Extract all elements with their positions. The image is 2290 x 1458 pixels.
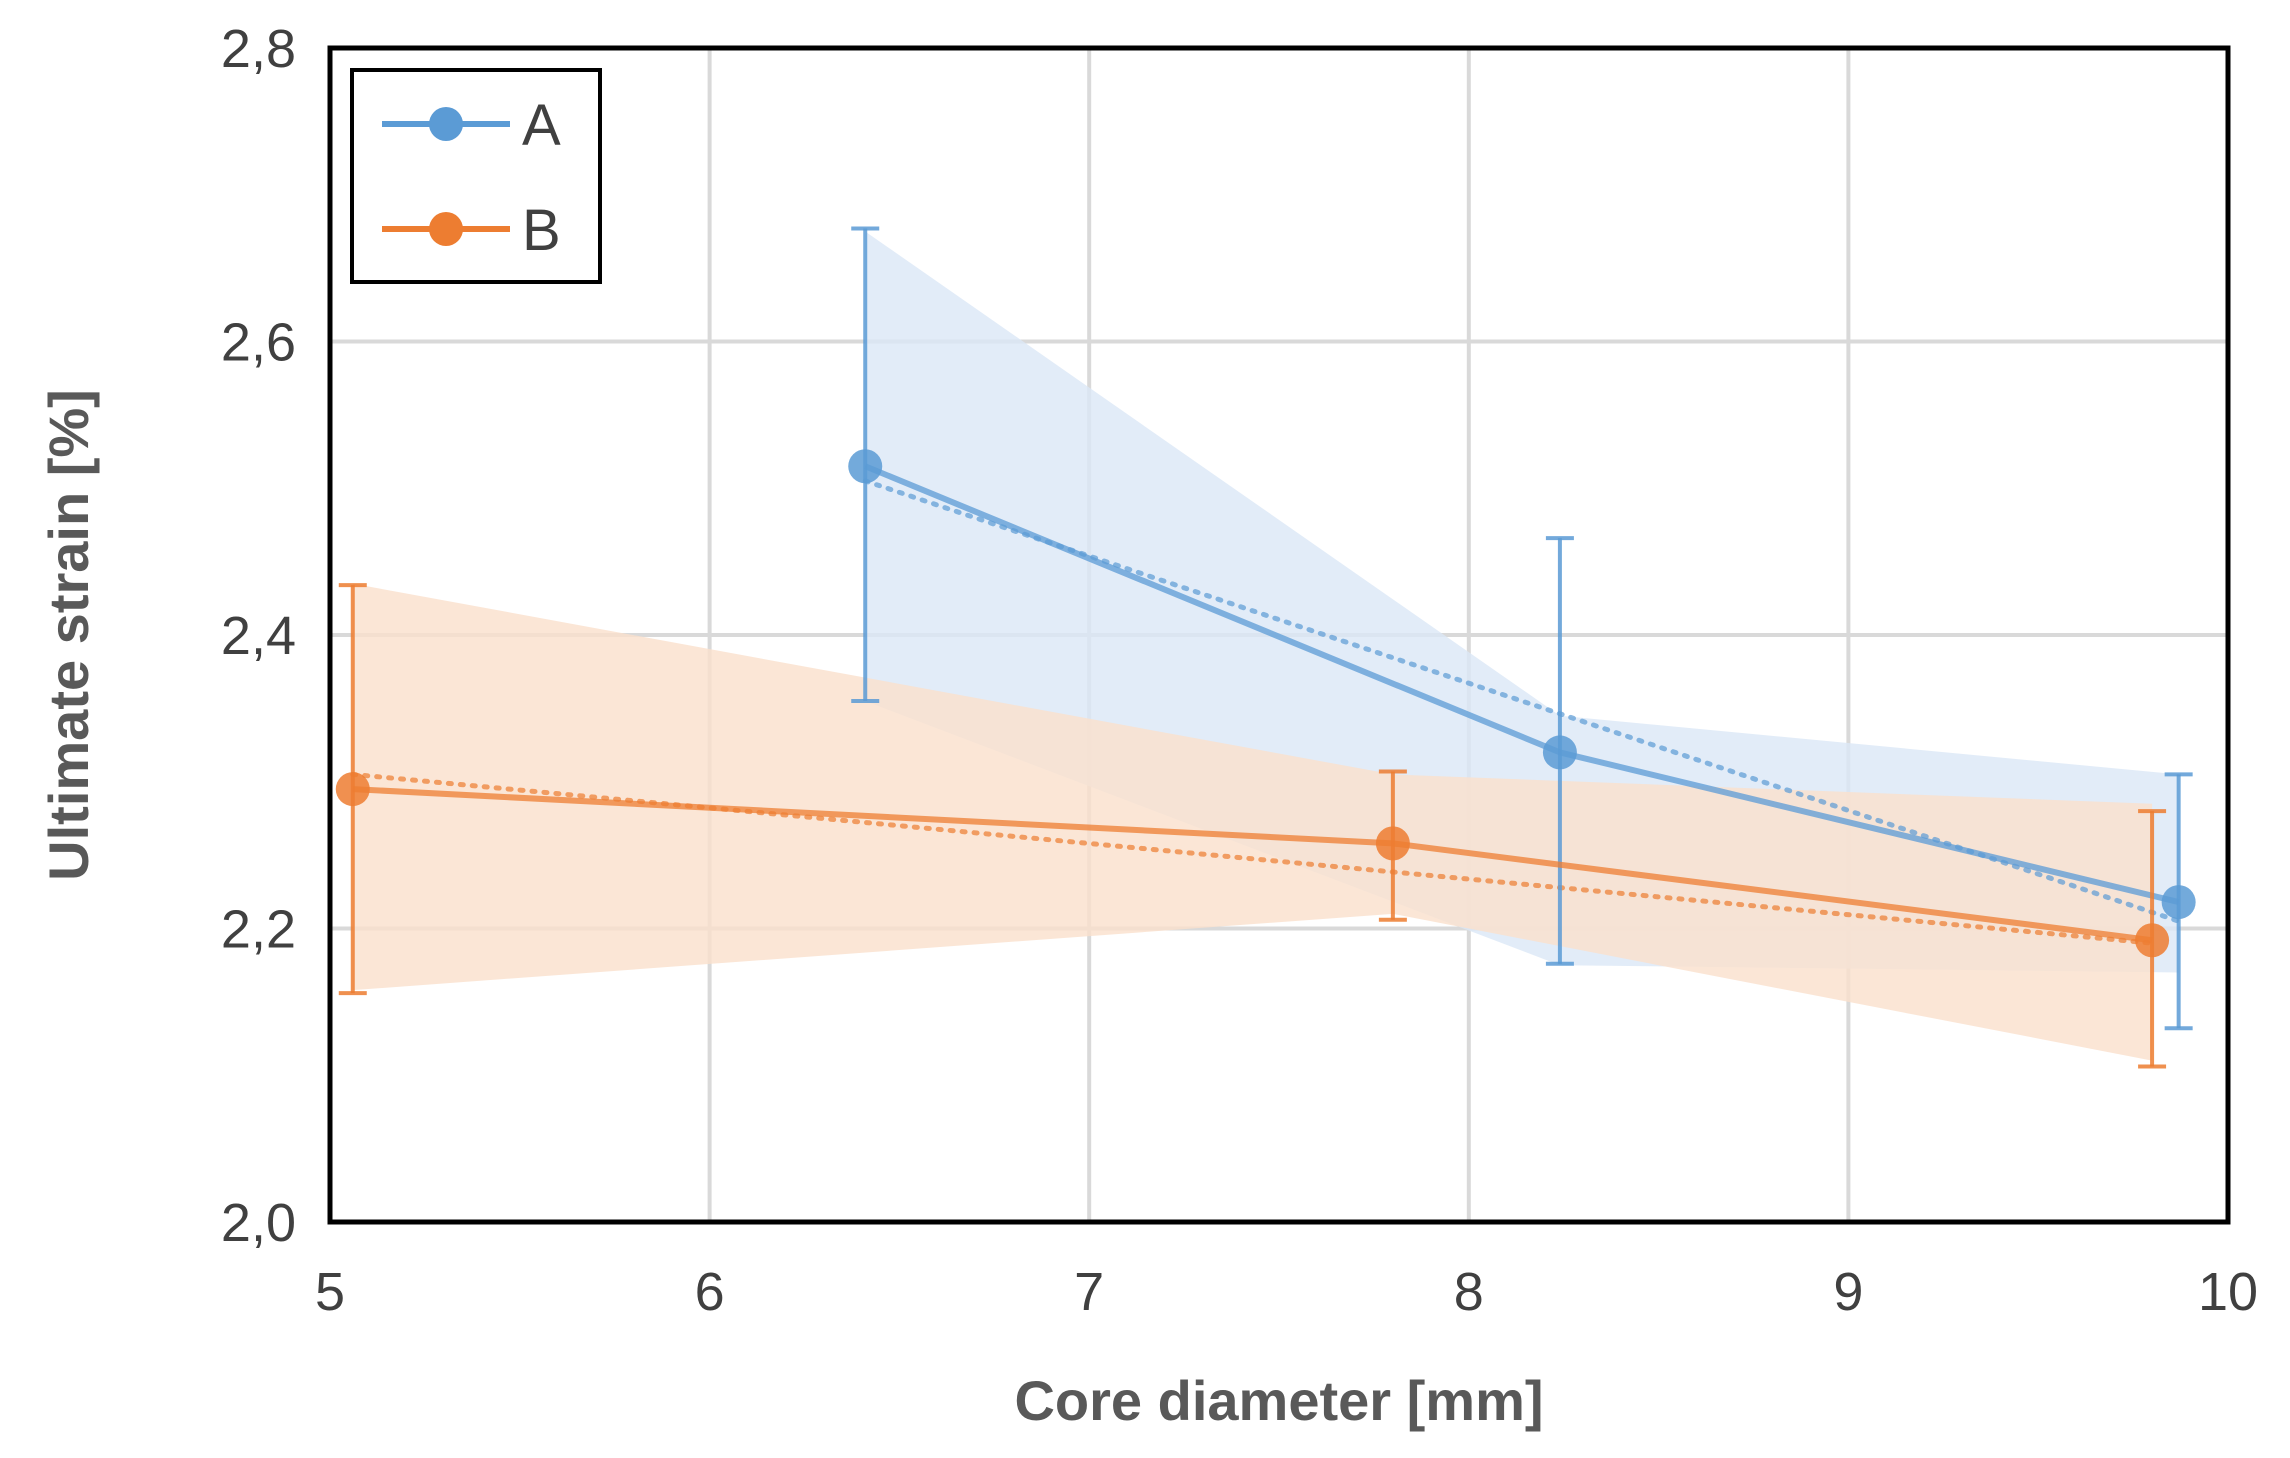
x-tick-label: 7 [1074, 1262, 1104, 1322]
legend-label-b: B [522, 198, 561, 263]
x-tick-label: 8 [1454, 1262, 1484, 1322]
legend: AB [350, 68, 602, 284]
x-tick-label: 10 [2198, 1262, 2258, 1322]
y-tick-label: 2,4 [221, 606, 296, 666]
x-tick-label: 9 [1833, 1262, 1863, 1322]
x-axis-title: Core diameter [mm] [1014, 1369, 1543, 1432]
y-tick-label: 2,0 [221, 1193, 296, 1253]
legend-box [350, 68, 602, 284]
y-tick-label: 2,6 [221, 313, 296, 373]
point-a [2161, 885, 2196, 920]
y-tick-label: 2,2 [221, 900, 296, 960]
legend-marker-a [429, 107, 463, 141]
point-a [848, 449, 883, 484]
plot-frame [327, 45, 2231, 1225]
legend-label-a: A [522, 93, 561, 158]
x-tick-label: 5 [315, 1262, 345, 1322]
legend-marker-b [429, 212, 463, 246]
band-b [352, 583, 2153, 1061]
x-tick-label: 6 [695, 1262, 725, 1322]
series [335, 226, 2196, 1069]
point-b [335, 772, 370, 807]
point-b [2135, 923, 2170, 958]
axis-ticks: 5 6 7 8 9 10 2,0 2,2 2,4 2,6 2,8 [221, 19, 2258, 1322]
y-tick-label: 2,8 [221, 19, 296, 79]
point-b [1375, 826, 1410, 861]
point-a [1542, 735, 1577, 770]
confidence-bands [352, 231, 2179, 1061]
y-axis-title: Ultimate strain [%] [37, 389, 100, 881]
